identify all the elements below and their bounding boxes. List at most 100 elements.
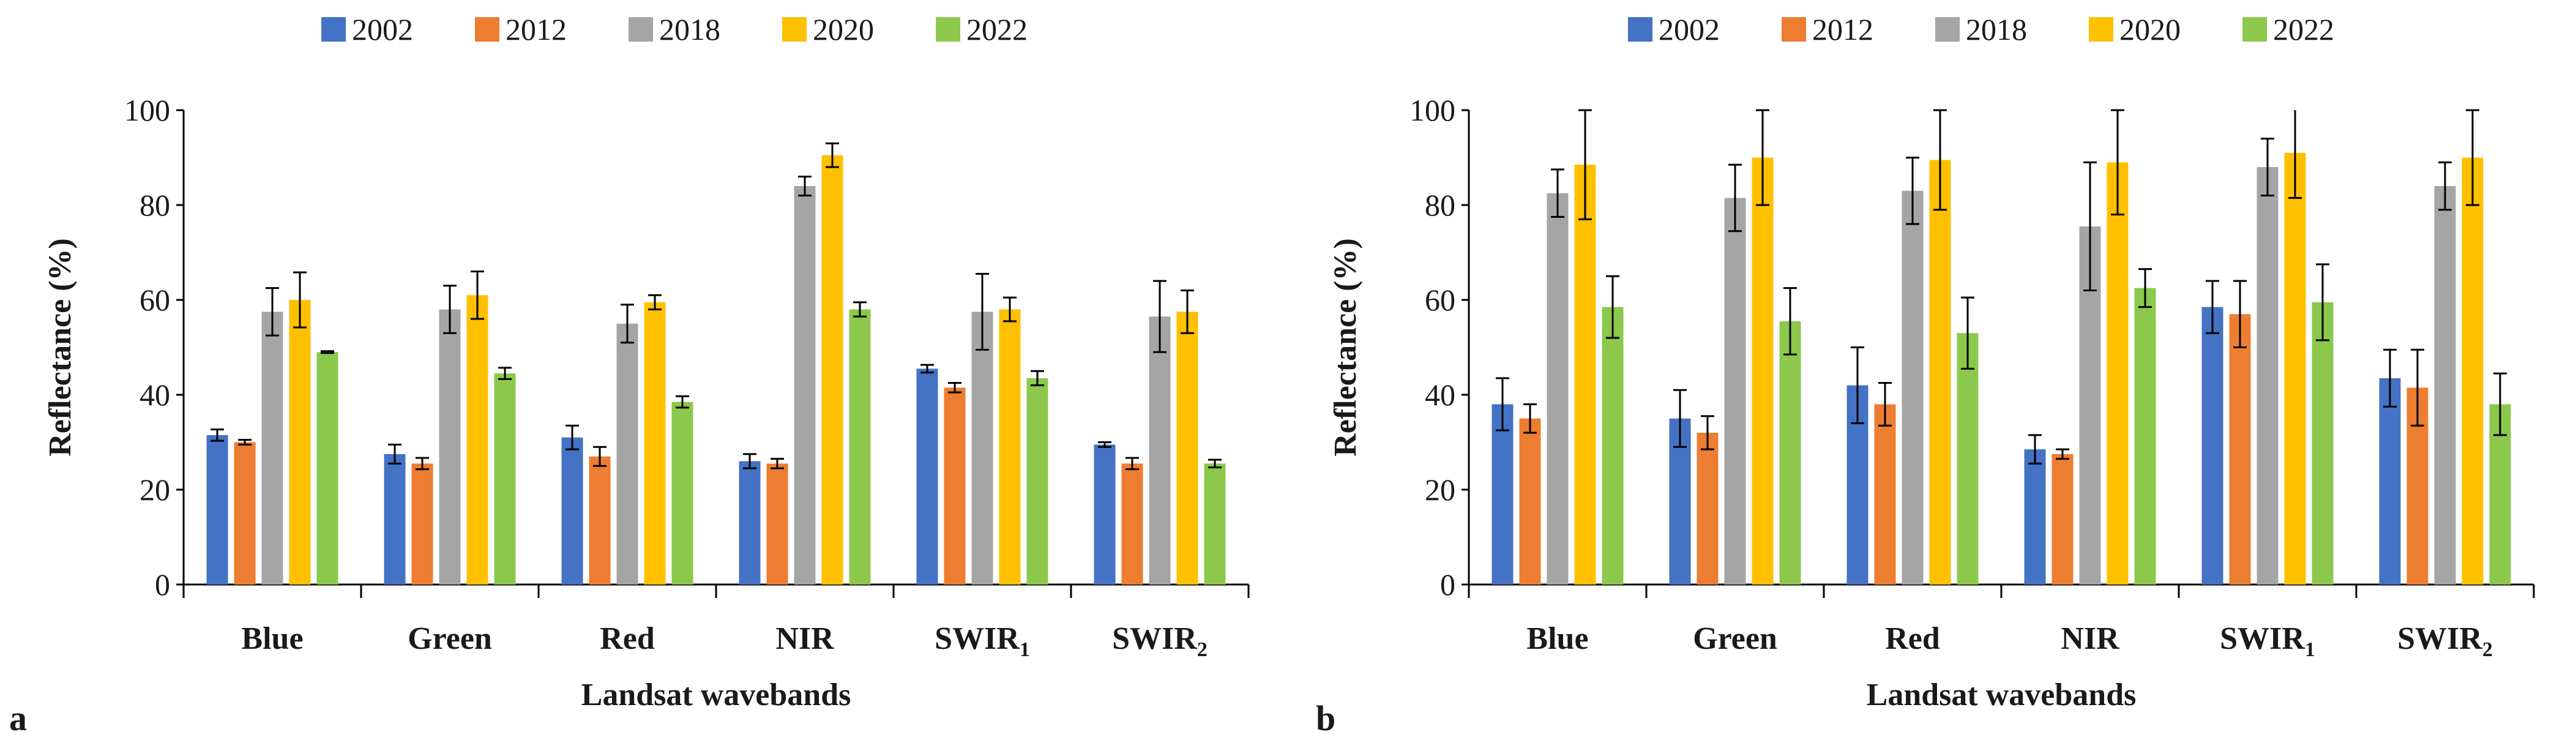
bar-2018-blue <box>261 312 283 585</box>
x-category-base: SWIR <box>1112 621 1198 656</box>
y-tick-label: 60 <box>1425 283 1455 317</box>
x-category-label: Blue <box>1526 621 1588 656</box>
error-bar-2022-swir1 <box>1031 370 1044 386</box>
error-bar-2012-nir <box>771 458 784 469</box>
bar-2012-red <box>589 456 611 585</box>
error-bar-2012-blue <box>238 439 252 446</box>
y-tick-label: 40 <box>140 378 170 412</box>
error-bar-2022-green <box>498 367 512 380</box>
x-category-label: SWIR2 <box>2397 621 2493 661</box>
error-bar-2022-swir1 <box>2316 263 2329 342</box>
legend-swatch-2012 <box>1782 17 1806 42</box>
error-bar-2012-nir <box>2056 448 2069 460</box>
error-bar-2022-swir2 <box>1208 458 1222 469</box>
legend-swatch-2022 <box>936 17 960 42</box>
chart-panel-a: 2002 2012 2018 2020 2022 0 20 40 60 80 100 Reflecta… <box>9 12 1250 738</box>
legend-label-2022: 2022 <box>966 12 1028 47</box>
bar-2022-swir2 <box>1204 463 1226 585</box>
legend-label-2022: 2022 <box>2273 12 2334 47</box>
legend-label-2018: 2018 <box>1966 12 2027 47</box>
x-category-label: Blue <box>241 621 303 656</box>
bar-2018-swir2 <box>2434 186 2456 585</box>
bar-2002-swir2 <box>2379 378 2401 585</box>
y-axis-title: Reflectance (%) <box>43 238 78 457</box>
error-bar-2002-nir <box>2028 434 2042 465</box>
x-category-subscript: 1 <box>1020 638 1030 661</box>
bar-2002-swir1 <box>916 368 938 585</box>
legend-swatch-2012 <box>475 17 499 42</box>
error-bar-2002-blue <box>211 428 224 442</box>
legend-label-2018: 2018 <box>659 12 720 47</box>
x-category-base: Red <box>1885 621 1940 656</box>
bar-2002-red <box>561 437 583 585</box>
error-bar-2002-green <box>388 443 401 465</box>
bar-2022-swir1 <box>1026 378 1048 585</box>
panel-label: b <box>1316 698 1335 738</box>
bar-2012-nir <box>2051 454 2074 585</box>
y-tick-label: 0 <box>155 567 170 602</box>
error-bar-2012-red <box>593 446 607 467</box>
error-bar-2020-blue <box>1578 109 1592 220</box>
x-category-label: SWIR1 <box>2220 621 2315 661</box>
error-bar-2022-nir <box>853 301 867 318</box>
bar-2018-green <box>439 309 461 585</box>
bar-2022-swir1 <box>2312 302 2334 585</box>
bar-2022-red <box>671 402 693 585</box>
bar-2020-green <box>1752 157 1774 585</box>
bar-2012-nir <box>766 463 788 585</box>
y-tick-label: 40 <box>1425 378 1455 412</box>
bar-2012-swir1 <box>2229 314 2251 585</box>
error-bar-2018-nir <box>2083 161 2097 291</box>
legend: 2002 2012 2018 2020 2022 <box>321 12 1028 47</box>
bar-2018-red <box>616 323 638 585</box>
bar-2020-nir <box>2107 162 2129 585</box>
bar-2018-nir <box>794 186 816 585</box>
bar-2012-green <box>1697 433 1719 585</box>
bar-2020-blue <box>1574 165 1596 585</box>
bar-2002-nir <box>739 461 761 585</box>
y-axis-title: Reflectance (%) <box>1328 238 1363 457</box>
x-category-label: Green <box>1693 621 1777 656</box>
legend-swatch-2002 <box>321 17 346 42</box>
bar-2020-swir1 <box>2284 152 2306 585</box>
error-bar-2022-red <box>676 395 689 409</box>
legend-swatch-2022 <box>2242 17 2267 42</box>
error-bar-2018-swir1 <box>2261 138 2274 196</box>
bar-2018-swir1 <box>2257 167 2279 585</box>
x-category-subscript: 2 <box>2482 638 2493 661</box>
error-bar-2020-nir <box>2111 109 2124 215</box>
x-category-base: Green <box>408 621 492 656</box>
legend-label-2012: 2012 <box>506 12 567 47</box>
chart-panel-b: 2002 2012 2018 2020 2022 0 20 40 60 80 100 Reflecta… <box>1316 12 2535 738</box>
legend-swatch-2018 <box>629 17 653 42</box>
error-bar-2002-nir <box>743 453 756 469</box>
error-bar-2002-green <box>1673 389 1687 448</box>
error-bar-2002-blue <box>1496 377 1509 432</box>
x-axis-title: Landsat wavebands <box>1867 678 2137 712</box>
error-bar-2020-swir1 <box>1003 296 1017 323</box>
error-bar-2022-red <box>1961 296 1974 370</box>
x-category-base: Blue <box>1526 621 1588 656</box>
bar-2020-nir <box>821 155 843 585</box>
bar-2002-blue <box>206 435 228 585</box>
error-bar-2012-swir1 <box>948 382 961 394</box>
error-bar-2018-swir2 <box>1153 280 1167 353</box>
x-category-subscript: 1 <box>2305 638 2315 661</box>
error-bar-2022-swir2 <box>2493 372 2507 436</box>
error-bar-2012-red <box>1878 382 1892 427</box>
x-category-base: NIR <box>2061 621 2120 656</box>
bar-2012-blue <box>234 442 256 585</box>
bar-2022-red <box>1957 333 1979 585</box>
error-bar-2020-swir1 <box>2288 110 2302 199</box>
x-category-base: Green <box>1693 621 1777 656</box>
legend-swatch-2020 <box>782 17 807 42</box>
bar-2022-nir <box>849 309 871 585</box>
y-tick-label: 0 <box>1440 567 1455 602</box>
bar-2020-green <box>466 295 488 585</box>
bar-2022-blue <box>316 352 338 585</box>
bar-2018-swir1 <box>971 312 993 585</box>
error-bar-2002-swir1 <box>2206 280 2219 334</box>
error-bar-2002-red <box>566 424 579 450</box>
error-bar-2018-swir2 <box>2438 161 2452 211</box>
x-category-label: NIR <box>775 621 835 656</box>
